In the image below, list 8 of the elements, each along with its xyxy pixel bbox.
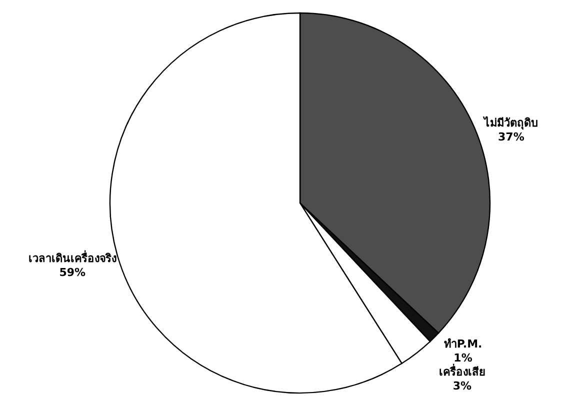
- slice-label: เครื่องเสีย: [439, 363, 486, 378]
- data-label: 59%: [59, 266, 86, 279]
- data-label: 3%: [452, 379, 472, 392]
- slice-label: ทำP.M.: [444, 337, 482, 350]
- slice-label: เวลาเดินเครื่องจริง: [28, 250, 116, 265]
- slice-label: ไม่มีวัตถุดิบ: [482, 116, 538, 131]
- data-label: 37%: [498, 130, 524, 144]
- data-label: 1%: [454, 351, 472, 364]
